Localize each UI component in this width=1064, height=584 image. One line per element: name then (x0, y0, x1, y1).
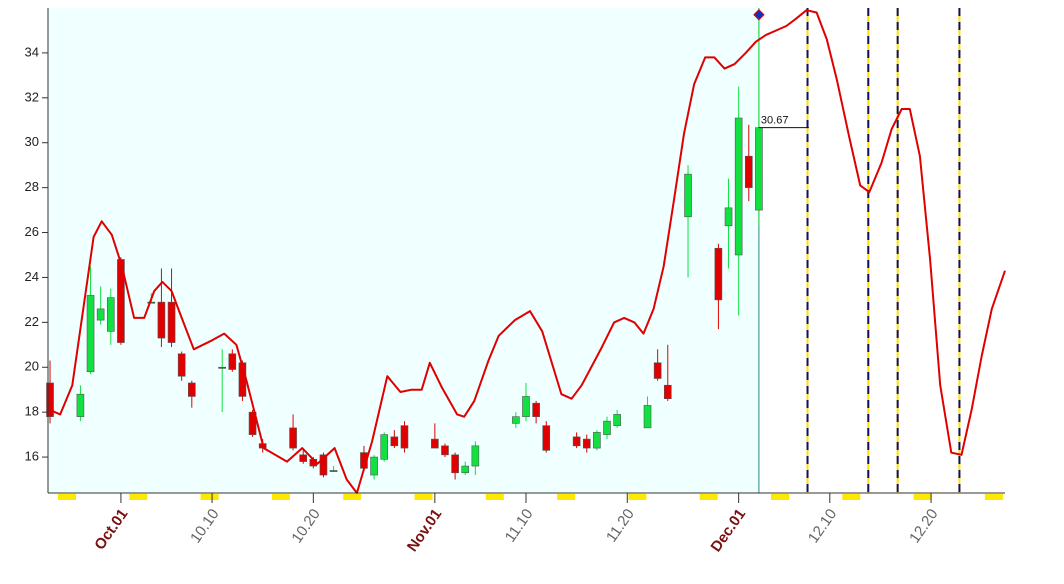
candle-body (319, 454, 328, 476)
weekend-strip (343, 494, 362, 500)
marker-layer (806, 8, 961, 493)
candle-body (248, 411, 257, 435)
candle-body (400, 425, 409, 449)
candle-body (177, 353, 186, 377)
x-tick-label: 10.10 (187, 506, 222, 547)
y-tick-label: 24 (25, 269, 39, 284)
candle-body (289, 427, 297, 449)
weekend-strip (200, 494, 219, 500)
weekend-strip (771, 494, 789, 500)
candle-body (380, 434, 389, 460)
candle-body (542, 425, 551, 451)
x-tick-label: 11.20 (603, 506, 638, 546)
candle-body (461, 465, 470, 474)
x-tick-label: 12.10 (805, 506, 840, 547)
candle-body (299, 454, 308, 462)
candle-body (663, 384, 672, 399)
candle-body (76, 393, 85, 417)
candle-body (96, 308, 105, 321)
candle-body (390, 436, 399, 447)
candle-body (532, 402, 540, 417)
candle-body (451, 454, 459, 474)
weekend-strip (58, 494, 76, 500)
weekend-strip (557, 494, 576, 500)
candle-body (613, 414, 621, 426)
y-tick-label: 30 (25, 134, 39, 149)
weekend-strip (984, 494, 1003, 500)
y-tick-label: 26 (25, 224, 39, 239)
candle-layer: 30.67 (46, 9, 1006, 494)
weekend-strip (271, 494, 290, 500)
candle-body (167, 301, 176, 343)
candle-body (755, 127, 763, 211)
candle-body (724, 207, 733, 227)
candle-body (441, 445, 449, 456)
y-tick-label: 28 (25, 179, 39, 194)
candle-body (370, 456, 378, 476)
history-area (48, 8, 759, 493)
background-layer (48, 8, 760, 493)
candle-body (512, 416, 520, 424)
candle-body (643, 405, 652, 429)
candle-body (86, 295, 95, 373)
candle-body (106, 297, 115, 332)
x-tick-label: 10.20 (288, 506, 323, 547)
candle-body (603, 420, 611, 435)
candle-body (582, 438, 591, 449)
weekend-strip (699, 494, 718, 500)
weekend-strip (485, 494, 504, 500)
weekend-strip (129, 494, 148, 500)
candle-body (744, 155, 753, 188)
y-tick-label: 20 (25, 359, 39, 374)
x-tick-label: 12.20 (906, 506, 941, 547)
candle-body (117, 259, 125, 343)
candle-body (431, 438, 439, 449)
candle-body (471, 445, 480, 467)
x-tick-label: Nov.01 (404, 506, 446, 555)
y-tick-label: 22 (25, 314, 39, 329)
candle-body (653, 362, 662, 379)
candle-body (147, 301, 156, 304)
y-tick-label: 34 (25, 44, 39, 59)
candle-body (329, 470, 338, 472)
high-marker (753, 9, 765, 21)
weekend-strip (913, 494, 932, 500)
weekend-strip (842, 494, 861, 500)
close-label: 30.67 (761, 115, 789, 127)
candle-body (593, 432, 601, 449)
x-tick-label: Dec.01 (708, 506, 750, 555)
candle-body (522, 396, 530, 417)
weekend-strip (628, 494, 647, 500)
candle-body (46, 382, 54, 417)
weekend-strip (414, 494, 433, 500)
forecast-line (49, 9, 1006, 494)
y-tick-label: 32 (25, 89, 39, 104)
x-tick-label: 11.10 (502, 506, 537, 546)
candle-body (714, 247, 723, 301)
candle-body (572, 436, 581, 447)
y-tick-label: 16 (25, 449, 39, 464)
y-tick-label: 18 (25, 404, 39, 419)
x-tick-label: Oct.01 (91, 506, 131, 553)
candle-body (228, 353, 237, 370)
candle-body (157, 301, 166, 339)
candle-body (684, 173, 692, 218)
candle-body (188, 382, 196, 397)
candle-body (734, 117, 743, 256)
candle-body (218, 366, 226, 369)
